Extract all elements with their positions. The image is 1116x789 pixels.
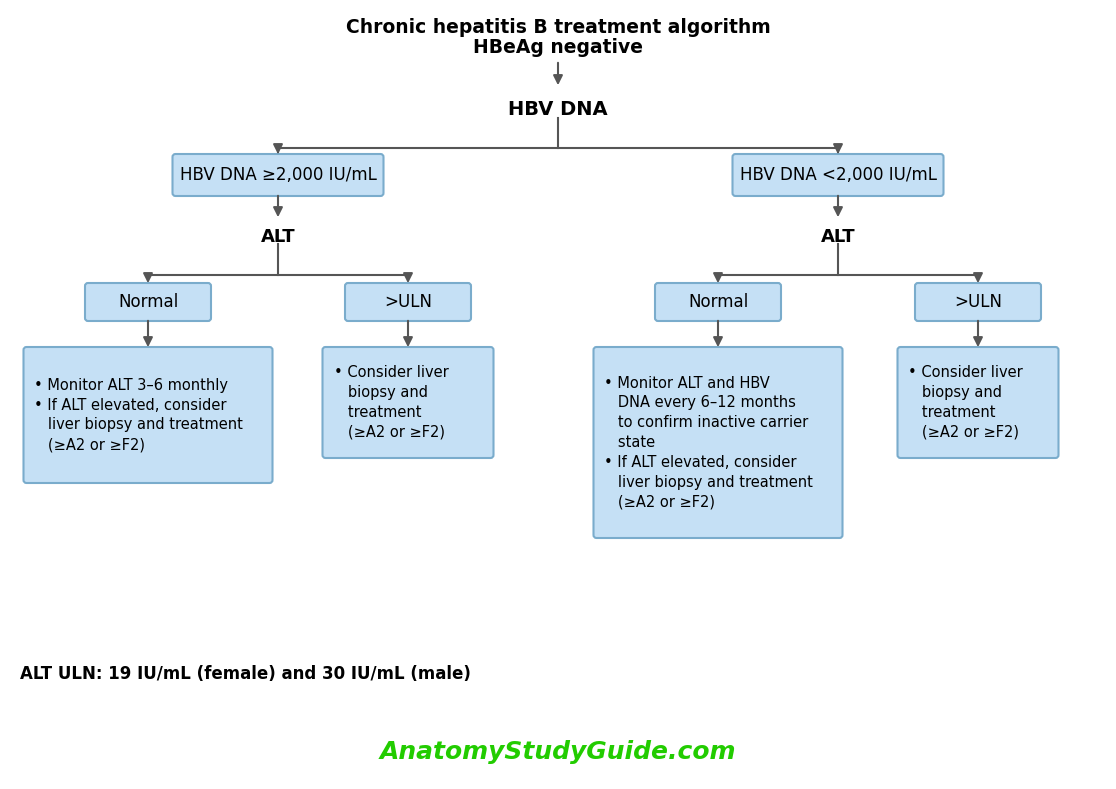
- FancyBboxPatch shape: [345, 283, 471, 321]
- Text: ALT: ALT: [820, 228, 855, 246]
- FancyBboxPatch shape: [85, 283, 211, 321]
- Text: HBV DNA <2,000 IU/mL: HBV DNA <2,000 IU/mL: [740, 166, 936, 184]
- Text: ALT ULN: 19 IU/mL (female) and 30 IU/mL (male): ALT ULN: 19 IU/mL (female) and 30 IU/mL …: [20, 665, 471, 683]
- FancyBboxPatch shape: [732, 154, 943, 196]
- Text: Normal: Normal: [118, 293, 179, 311]
- FancyBboxPatch shape: [323, 347, 493, 458]
- Text: • Monitor ALT 3–6 monthly
• If ALT elevated, consider
   liver biopsy and treatm: • Monitor ALT 3–6 monthly • If ALT eleva…: [35, 378, 243, 452]
- Text: >ULN: >ULN: [384, 293, 432, 311]
- Text: ALT: ALT: [261, 228, 296, 246]
- FancyBboxPatch shape: [655, 283, 781, 321]
- Text: HBeAg negative: HBeAg negative: [473, 38, 643, 57]
- FancyBboxPatch shape: [897, 347, 1058, 458]
- FancyBboxPatch shape: [173, 154, 384, 196]
- FancyBboxPatch shape: [915, 283, 1041, 321]
- Text: • Consider liver
   biopsy and
   treatment
   (≥A2 or ≥F2): • Consider liver biopsy and treatment (≥…: [908, 365, 1023, 439]
- Text: HBV DNA ≥2,000 IU/mL: HBV DNA ≥2,000 IU/mL: [180, 166, 376, 184]
- Text: Chronic hepatitis B treatment algorithm: Chronic hepatitis B treatment algorithm: [346, 18, 770, 37]
- Text: Normal: Normal: [687, 293, 748, 311]
- FancyBboxPatch shape: [23, 347, 272, 483]
- Text: AnatomyStudyGuide.com: AnatomyStudyGuide.com: [379, 740, 737, 764]
- Text: • Consider liver
   biopsy and
   treatment
   (≥A2 or ≥F2): • Consider liver biopsy and treatment (≥…: [334, 365, 449, 439]
- Text: HBV DNA: HBV DNA: [508, 100, 608, 119]
- FancyBboxPatch shape: [594, 347, 843, 538]
- Text: >ULN: >ULN: [954, 293, 1002, 311]
- Text: • Monitor ALT and HBV
   DNA every 6–12 months
   to confirm inactive carrier
  : • Monitor ALT and HBV DNA every 6–12 mon…: [605, 376, 814, 510]
